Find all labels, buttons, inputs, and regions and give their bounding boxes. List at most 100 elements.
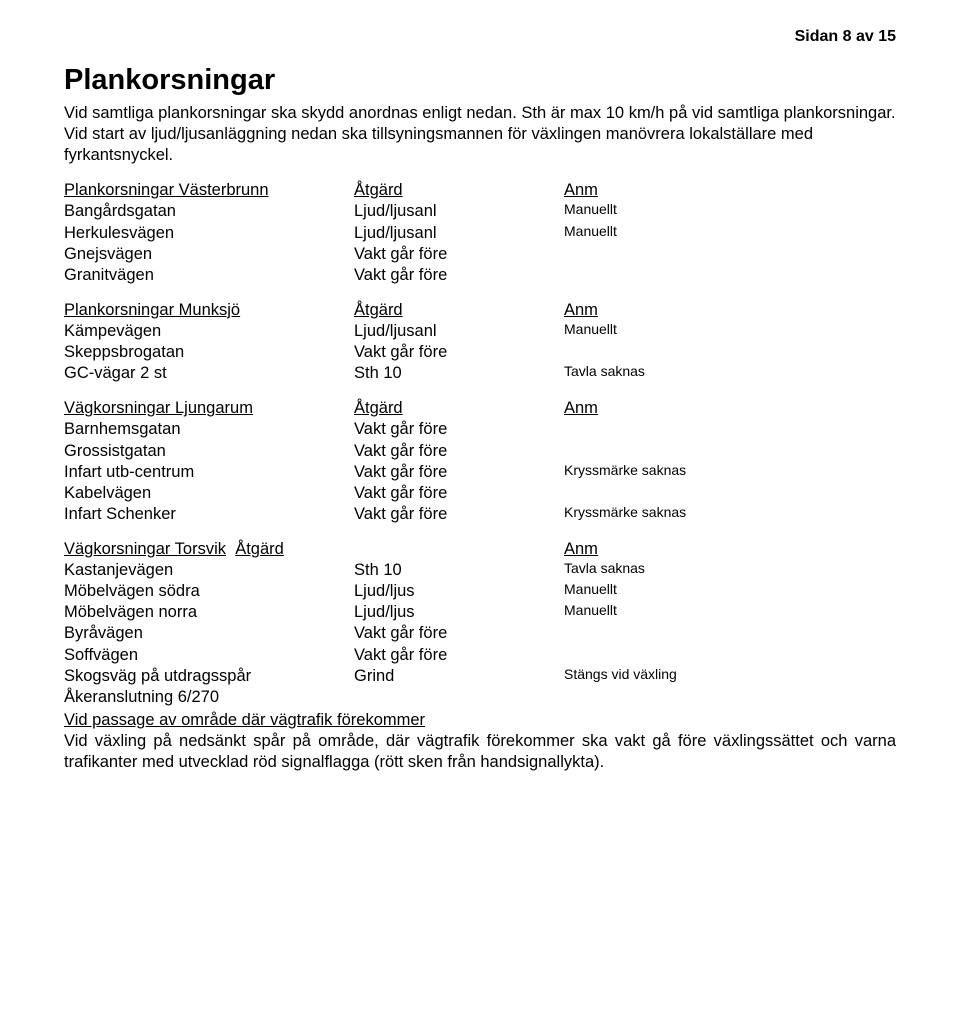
cell-anm <box>564 645 896 666</box>
cell-anm <box>564 483 896 504</box>
section-torsvik: Vägkorsningar Torsvik Åtgärd Anm Kastanj… <box>64 539 896 708</box>
torsvik-header-anm: Anm <box>564 539 896 560</box>
section-munksjo: Plankorsningar Munksjö Åtgärd Anm Kämpev… <box>64 300 896 384</box>
cell-atgard: Vakt går före <box>354 623 564 644</box>
ljungarum-header: Vägkorsningar Ljungarum Åtgärd Anm <box>64 398 896 419</box>
col-header-anm: Anm <box>564 300 896 321</box>
cell-anm <box>564 342 896 363</box>
cell-anm <box>564 441 896 462</box>
table-row: Byråvägen Vakt går före <box>64 623 896 644</box>
passage-body: Vid växling på nedsänkt spår på område, … <box>64 731 896 773</box>
table-row: Barnhemsgatan Vakt går före <box>64 419 896 440</box>
cell-anm <box>564 265 896 286</box>
cell-atgard: Ljud/ljusanl <box>354 223 564 244</box>
page-title: Plankorsningar <box>64 64 896 97</box>
cell-anm: Manuellt <box>564 321 896 342</box>
cell-name: Soffvägen <box>64 645 354 666</box>
torsvik-header-atgard-inline: Åtgärd <box>235 540 284 558</box>
cell-anm <box>564 244 896 265</box>
cell-name: Gnejsvägen <box>64 244 354 265</box>
cell-name: Barnhemsgatan <box>64 419 354 440</box>
cell-atgard: Vakt går före <box>354 265 564 286</box>
table-row: Kastanjevägen Sth 10 Tavla saknas <box>64 560 896 581</box>
cell-anm: Manuellt <box>564 201 896 222</box>
col-header-atgard: Åtgärd <box>354 300 564 321</box>
intro-block: Vid samtliga plankorsningar ska skydd an… <box>64 103 896 166</box>
col-header-name: Vägkorsningar Ljungarum <box>64 398 354 419</box>
section-ljungarum: Vägkorsningar Ljungarum Åtgärd Anm Barnh… <box>64 398 896 525</box>
cell-name: Granitvägen <box>64 265 354 286</box>
col-header-atgard: Åtgärd <box>354 398 564 419</box>
cell-atgard: Vakt går före <box>354 645 564 666</box>
cell-name: Herkulesvägen <box>64 223 354 244</box>
table-row: Kämpevägen Ljud/ljusanl Manuellt <box>64 321 896 342</box>
passage-section: Vid passage av område där vägtrafik före… <box>64 710 896 773</box>
munksjo-header: Plankorsningar Munksjö Åtgärd Anm <box>64 300 896 321</box>
cell-atgard: Vakt går före <box>354 244 564 265</box>
cell-name: Grossistgatan <box>64 441 354 462</box>
table-row: Kabelvägen Vakt går före <box>64 483 896 504</box>
cell-name: Byråvägen <box>64 623 354 644</box>
col-header-name: Plankorsningar Västerbrunn <box>64 180 354 201</box>
cell-anm: Kryssmärke saknas <box>564 462 896 483</box>
table-row: Granitvägen Vakt går före <box>64 265 896 286</box>
col-header-name: Vägkorsningar Torsvik Åtgärd <box>64 539 354 560</box>
cell-name: Skogsväg på utdragsspår <box>64 666 354 687</box>
cell-anm: Stängs vid växling <box>564 666 896 687</box>
intro-line-2: Vid start av ljud/ljusanläggning nedan s… <box>64 124 896 166</box>
cell-anm: Manuellt <box>564 602 896 623</box>
cell-anm: Manuellt <box>564 223 896 244</box>
cell-name: Infart Schenker <box>64 504 354 525</box>
cell-atgard: Ljud/ljusanl <box>354 201 564 222</box>
torsvik-header-name: Vägkorsningar Torsvik <box>64 540 226 558</box>
torsvik-header: Vägkorsningar Torsvik Åtgärd Anm <box>64 539 896 560</box>
table-row: Möbelvägen södra Ljud/ljus Manuellt <box>64 581 896 602</box>
cell-anm: Kryssmärke saknas <box>564 504 896 525</box>
table-row: Gnejsvägen Vakt går före <box>64 244 896 265</box>
cell-atgard: Vakt går före <box>354 504 564 525</box>
col-header-anm: Anm <box>564 398 896 419</box>
cell-atgard: Vakt går före <box>354 342 564 363</box>
table-row: Möbelvägen norra Ljud/ljus Manuellt <box>64 602 896 623</box>
table-row: Skogsväg på utdragsspår Grind Stängs vid… <box>64 666 896 687</box>
empty-col <box>354 539 564 560</box>
cell-name: Möbelvägen södra <box>64 581 354 602</box>
col-header-anm: Anm <box>564 180 896 201</box>
cell-atgard: Ljud/ljus <box>354 581 564 602</box>
section-vasterbrunn: Plankorsningar Västerbrunn Åtgärd Anm Ba… <box>64 180 896 286</box>
cell-anm: Tavla saknas <box>564 363 896 384</box>
cell-atgard: Grind <box>354 666 564 687</box>
cell-atgard: Vakt går före <box>354 441 564 462</box>
col-header-atgard: Åtgärd <box>354 180 564 201</box>
passage-heading: Vid passage av område där vägtrafik före… <box>64 710 896 731</box>
document-page: Sidan 8 av 15 Plankorsningar Vid samtlig… <box>0 0 960 1014</box>
cell-atgard: Vakt går före <box>354 462 564 483</box>
cell-atgard: Sth 10 <box>354 560 564 581</box>
vasterbrunn-header: Plankorsningar Västerbrunn Åtgärd Anm <box>64 180 896 201</box>
cell-atgard: Ljud/ljus <box>354 602 564 623</box>
table-row: GC-vägar 2 st Sth 10 Tavla saknas <box>64 363 896 384</box>
torsvik-extra-row: Åkeranslutning 6/270 <box>64 687 896 708</box>
page-number: Sidan 8 av 15 <box>64 28 896 46</box>
table-row: Skeppsbrogatan Vakt går före <box>64 342 896 363</box>
intro-line-1: Vid samtliga plankorsningar ska skydd an… <box>64 103 896 124</box>
cell-name: GC-vägar 2 st <box>64 363 354 384</box>
table-row: Soffvägen Vakt går före <box>64 645 896 666</box>
col-header-name: Plankorsningar Munksjö <box>64 300 354 321</box>
cell-name: Skeppsbrogatan <box>64 342 354 363</box>
cell-atgard: Vakt går före <box>354 419 564 440</box>
table-row: Bangårdsgatan Ljud/ljusanl Manuellt <box>64 201 896 222</box>
cell-anm <box>564 623 896 644</box>
cell-name: Bangårdsgatan <box>64 201 354 222</box>
cell-name: Kastanjevägen <box>64 560 354 581</box>
cell-atgard: Sth 10 <box>354 363 564 384</box>
table-row: Herkulesvägen Ljud/ljusanl Manuellt <box>64 223 896 244</box>
table-row: Grossistgatan Vakt går före <box>64 441 896 462</box>
table-row: Infart utb-centrum Vakt går före Kryssmä… <box>64 462 896 483</box>
cell-anm: Tavla saknas <box>564 560 896 581</box>
cell-name: Möbelvägen norra <box>64 602 354 623</box>
cell-name: Infart utb-centrum <box>64 462 354 483</box>
cell-anm: Manuellt <box>564 581 896 602</box>
cell-name: Kabelvägen <box>64 483 354 504</box>
table-row: Infart Schenker Vakt går före Kryssmärke… <box>64 504 896 525</box>
